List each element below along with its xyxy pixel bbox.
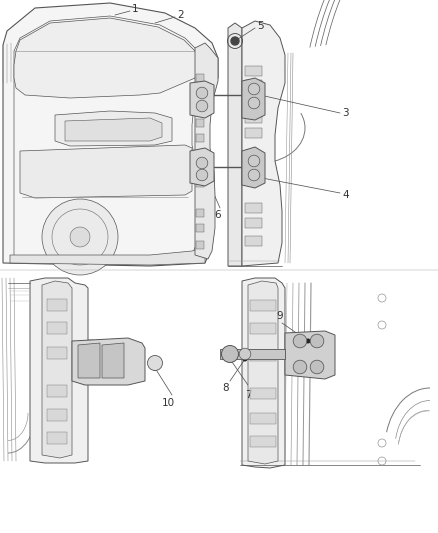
Polygon shape <box>102 343 124 378</box>
Polygon shape <box>245 218 262 228</box>
Circle shape <box>196 87 208 99</box>
Circle shape <box>196 157 208 169</box>
Polygon shape <box>250 413 276 424</box>
Polygon shape <box>248 281 278 464</box>
Polygon shape <box>245 236 262 246</box>
Circle shape <box>248 169 260 181</box>
Circle shape <box>248 83 260 95</box>
Text: 8: 8 <box>223 383 230 393</box>
Circle shape <box>222 345 239 362</box>
Circle shape <box>293 334 307 348</box>
Polygon shape <box>190 81 214 118</box>
Text: 10: 10 <box>162 398 175 408</box>
Circle shape <box>310 334 324 348</box>
Polygon shape <box>65 118 162 141</box>
Polygon shape <box>196 224 204 232</box>
Polygon shape <box>195 43 218 259</box>
Circle shape <box>248 155 260 167</box>
Text: 2: 2 <box>177 10 184 20</box>
Circle shape <box>199 160 205 166</box>
Polygon shape <box>47 347 67 359</box>
Polygon shape <box>10 247 205 265</box>
Polygon shape <box>196 74 204 82</box>
Polygon shape <box>250 387 276 399</box>
Polygon shape <box>47 432 67 444</box>
Circle shape <box>199 103 205 109</box>
Circle shape <box>293 360 307 374</box>
Polygon shape <box>242 147 265 188</box>
Circle shape <box>251 100 257 106</box>
Polygon shape <box>245 113 262 123</box>
Polygon shape <box>245 80 262 90</box>
Polygon shape <box>250 322 276 334</box>
Polygon shape <box>250 300 276 311</box>
Polygon shape <box>196 241 204 249</box>
Polygon shape <box>190 148 214 186</box>
Polygon shape <box>196 209 204 217</box>
Circle shape <box>306 339 310 343</box>
Polygon shape <box>245 158 262 168</box>
Polygon shape <box>47 385 67 397</box>
Polygon shape <box>196 179 204 187</box>
Polygon shape <box>245 128 262 138</box>
Polygon shape <box>242 278 285 468</box>
Polygon shape <box>30 278 88 463</box>
Circle shape <box>296 337 304 345</box>
Polygon shape <box>242 78 265 120</box>
Circle shape <box>225 349 235 359</box>
Polygon shape <box>245 173 262 183</box>
Circle shape <box>153 366 157 370</box>
Polygon shape <box>42 281 72 458</box>
Polygon shape <box>47 322 67 334</box>
Circle shape <box>313 363 321 371</box>
Circle shape <box>196 169 208 181</box>
Circle shape <box>151 359 159 367</box>
Circle shape <box>313 337 321 345</box>
Text: 4: 4 <box>342 190 349 200</box>
Polygon shape <box>47 409 67 421</box>
Text: 1: 1 <box>132 4 138 14</box>
Polygon shape <box>242 21 285 266</box>
Polygon shape <box>196 119 204 127</box>
Circle shape <box>231 37 239 45</box>
Circle shape <box>199 172 205 178</box>
Circle shape <box>42 199 118 275</box>
Polygon shape <box>196 89 204 97</box>
Circle shape <box>196 100 208 112</box>
Circle shape <box>70 227 90 247</box>
Circle shape <box>243 357 247 361</box>
Polygon shape <box>250 435 276 447</box>
Text: 9: 9 <box>277 311 283 321</box>
Polygon shape <box>20 145 192 198</box>
Polygon shape <box>14 18 198 98</box>
Polygon shape <box>245 203 262 213</box>
Text: 5: 5 <box>257 21 264 31</box>
Circle shape <box>251 172 257 178</box>
Circle shape <box>310 360 324 374</box>
Circle shape <box>251 86 257 92</box>
Polygon shape <box>196 134 204 142</box>
Circle shape <box>296 363 304 371</box>
Text: 3: 3 <box>342 108 349 118</box>
Circle shape <box>199 90 205 96</box>
Polygon shape <box>285 331 335 379</box>
Polygon shape <box>72 338 145 385</box>
Polygon shape <box>196 164 204 172</box>
Circle shape <box>239 348 251 360</box>
Polygon shape <box>55 111 172 146</box>
Circle shape <box>241 351 248 358</box>
Text: 7: 7 <box>245 390 251 400</box>
Polygon shape <box>228 23 242 266</box>
Circle shape <box>148 356 162 370</box>
Polygon shape <box>3 3 218 266</box>
Circle shape <box>248 97 260 109</box>
Circle shape <box>251 158 257 164</box>
Polygon shape <box>245 66 262 76</box>
Polygon shape <box>250 350 276 360</box>
Polygon shape <box>220 349 285 359</box>
Text: 6: 6 <box>215 210 221 220</box>
Polygon shape <box>47 299 67 311</box>
Circle shape <box>228 357 232 361</box>
Polygon shape <box>78 343 100 378</box>
